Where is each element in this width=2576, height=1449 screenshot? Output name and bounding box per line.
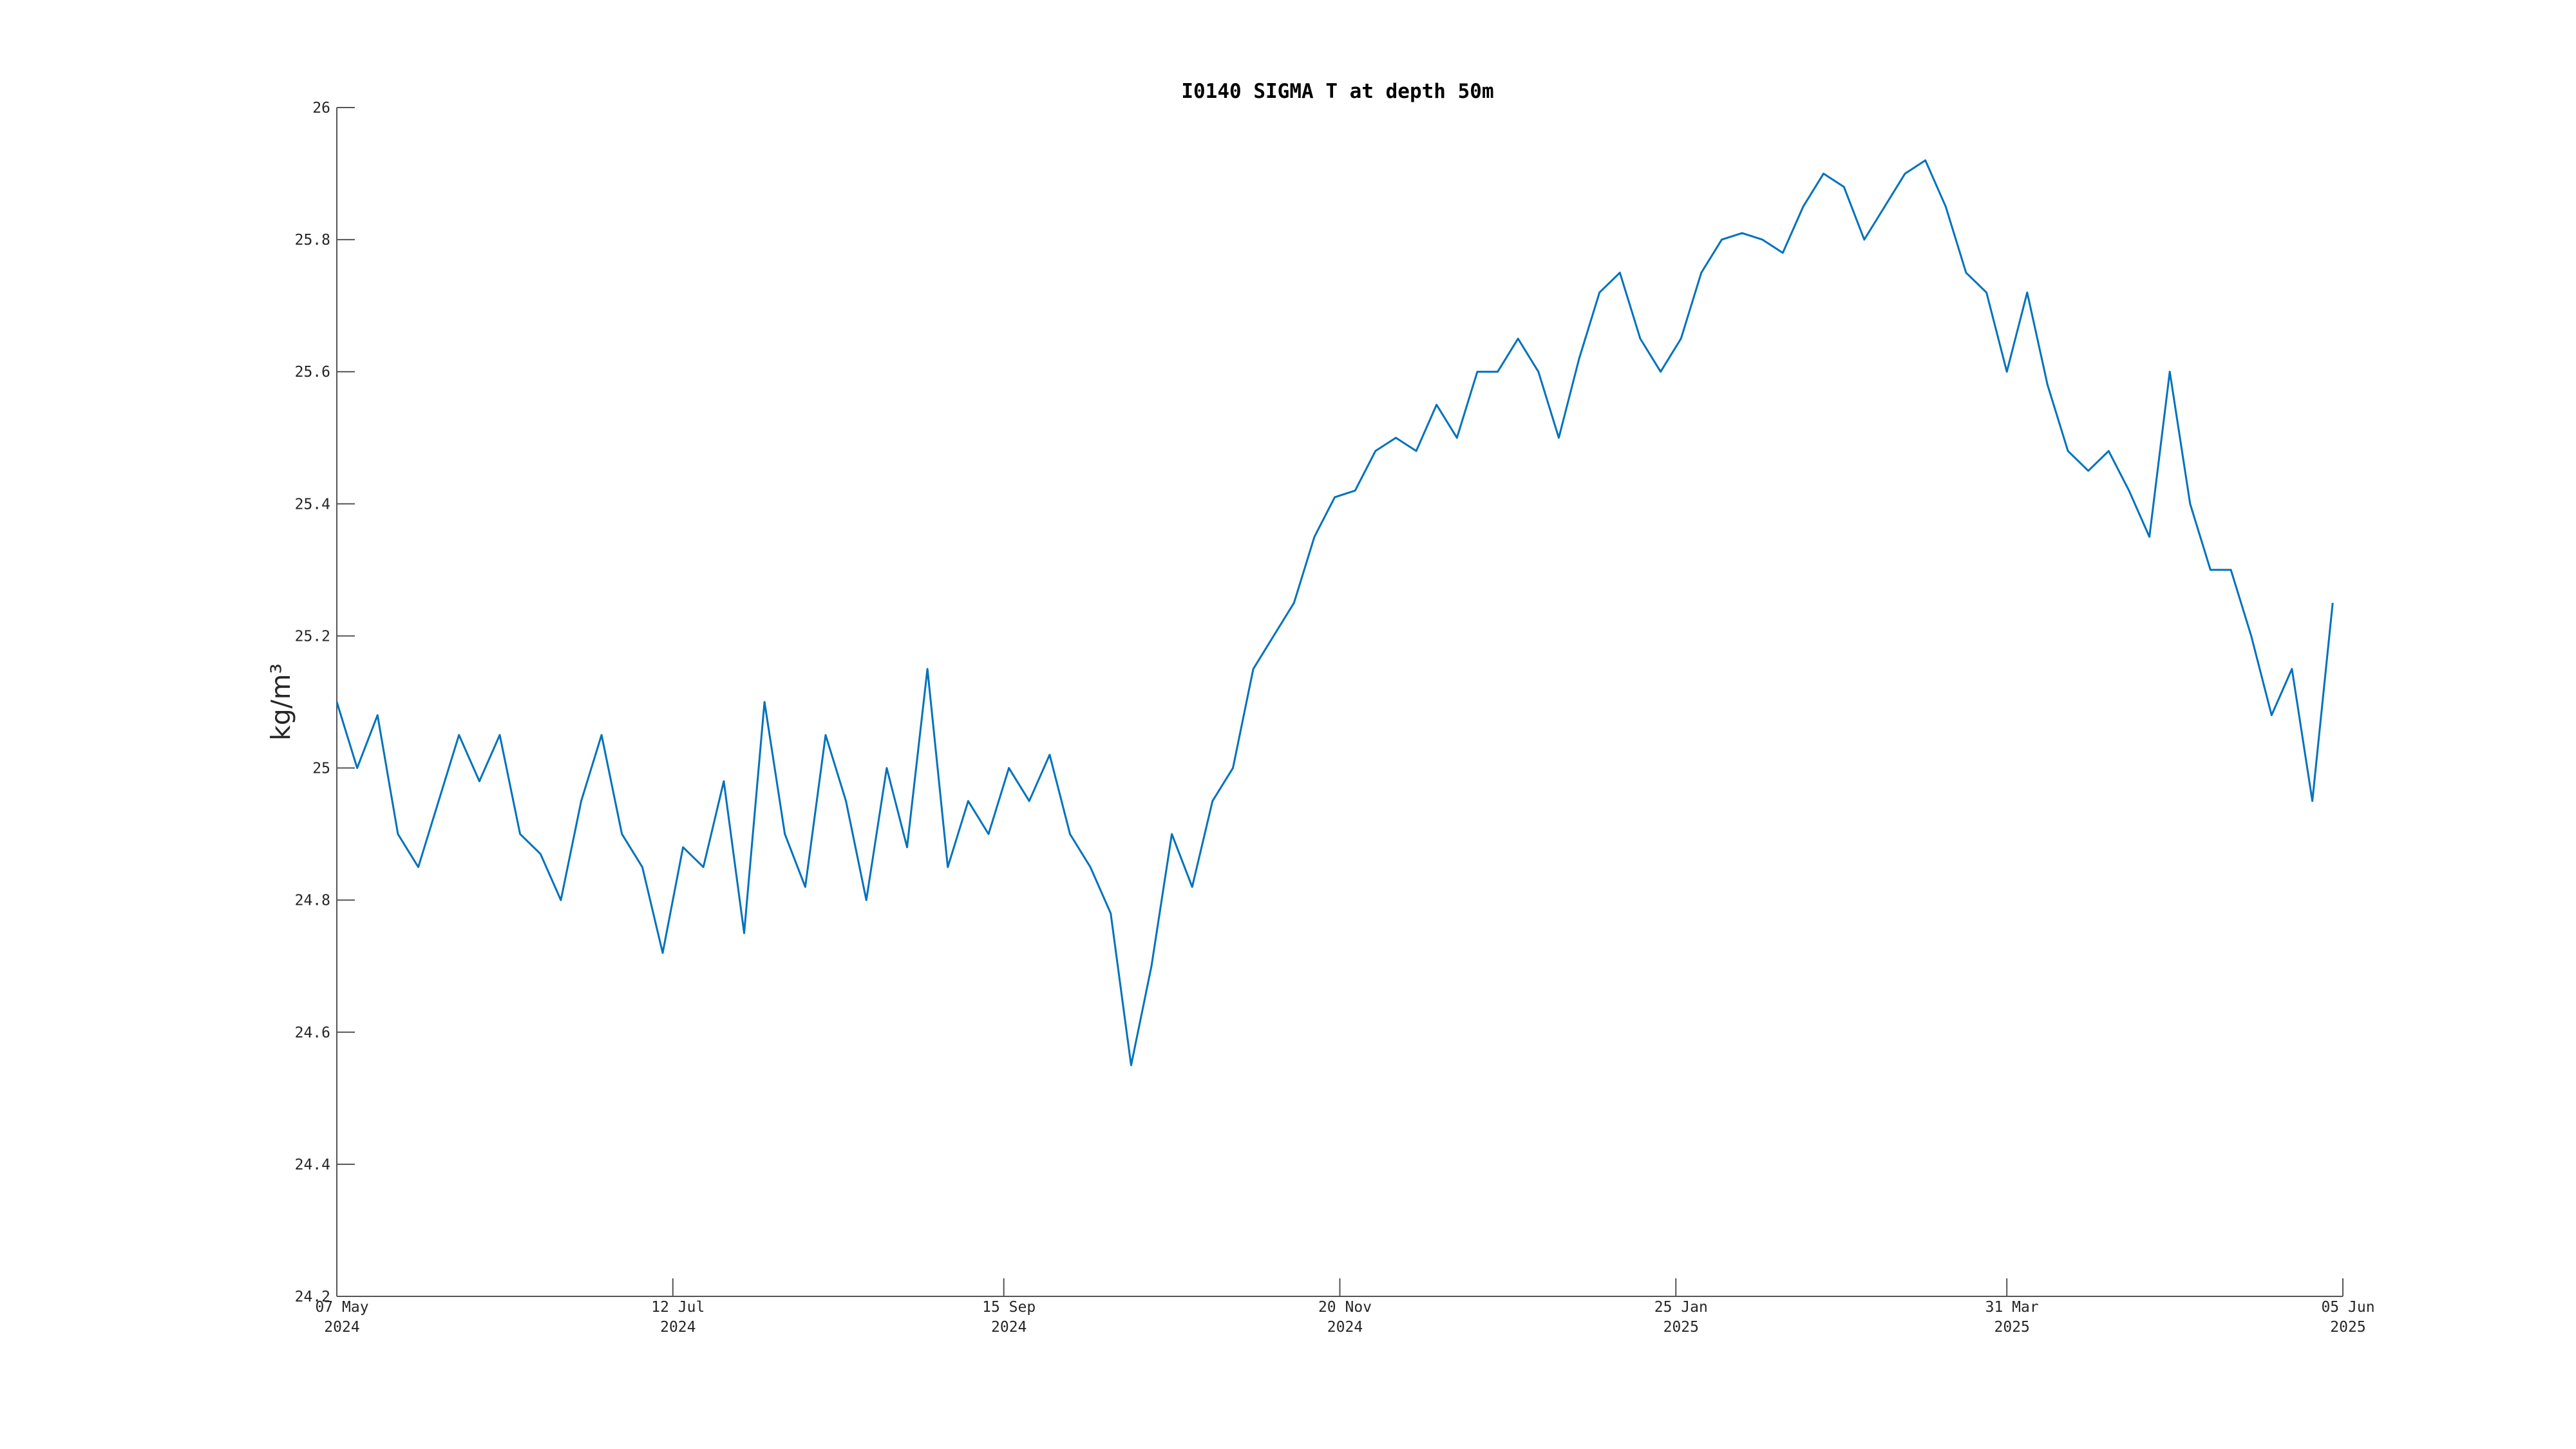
y-axis-label: kg/m³ — [265, 663, 296, 741]
y-tick-label: 24.6 — [295, 1025, 330, 1041]
chart-title: I0140 SIGMA T at depth 50m — [1181, 80, 1493, 103]
x-tick-label: 2025 — [2330, 1319, 2365, 1336]
y-tick-label: 26 — [312, 100, 330, 117]
y-tick-label: 24.4 — [295, 1157, 330, 1173]
x-tick-label: 2025 — [1994, 1319, 2030, 1336]
x-tick-label: 15 Sep — [982, 1299, 1036, 1316]
x-tick-label: 12 Jul — [651, 1299, 705, 1316]
y-tick-label: 25.4 — [295, 496, 330, 513]
x-tick-label: 31 Mar — [1985, 1299, 2039, 1316]
x-tick-label: 07 May — [315, 1299, 368, 1316]
y-tick-label: 24.8 — [295, 893, 330, 909]
x-tick-label: 2025 — [1663, 1319, 1699, 1336]
data-line — [336, 159, 2334, 1066]
x-tick-label: 2024 — [1327, 1319, 1363, 1336]
x-tick-label: 2024 — [324, 1319, 359, 1336]
y-tick-label: 25 — [312, 761, 330, 777]
y-tick-label: 25.2 — [295, 628, 330, 645]
x-tick-label: 05 Jun — [2321, 1299, 2374, 1316]
x-tick-label: 2024 — [660, 1319, 696, 1336]
y-tick-label: 25.6 — [295, 364, 330, 381]
y-tick-label: 24.2 — [295, 1289, 330, 1305]
x-tick-label: 20 Nov — [1318, 1299, 1372, 1316]
x-tick-label: 2024 — [991, 1319, 1027, 1336]
y-tick-label: 25.8 — [295, 232, 330, 249]
x-tick-label: 25 Jan — [1654, 1299, 1708, 1316]
